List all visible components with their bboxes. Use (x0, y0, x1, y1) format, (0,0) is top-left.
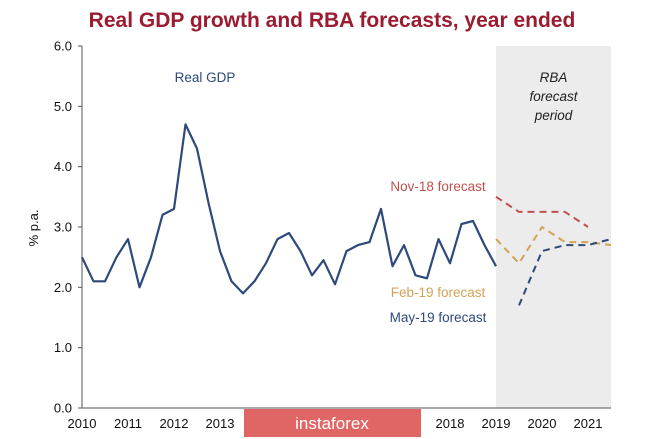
legend-label-feb19-forecast: Feb-19 forecast (391, 285, 486, 300)
y-axis-label: % p.a. (26, 210, 41, 247)
x-tick-label: 2018 (436, 416, 465, 431)
x-tick-label: 2011 (114, 416, 142, 431)
watermark-text: instaforex (295, 414, 369, 433)
y-tick-label: 3.0 (54, 220, 72, 235)
y-tick-label: 5.0 (54, 99, 72, 114)
y-tick-label: 2.0 (54, 280, 72, 295)
series-line-nov18-forecast (495, 195, 589, 228)
y-tick-label: 6.0 (54, 39, 72, 54)
y-axis: 0.0 1.0 2.0 3.0 4.0 5.0 6.0 (54, 39, 83, 416)
y-tick-label: 0.0 (54, 401, 72, 416)
y-tick-label: 1.0 (54, 340, 72, 355)
x-tick-label: 2012 (160, 416, 189, 431)
rba-forecast-label-line3: period (534, 108, 573, 123)
rba-forecast-label-line2: forecast (529, 89, 578, 104)
x-tick-label: 2020 (528, 416, 557, 431)
series-line-may19-forecast (518, 238, 612, 306)
x-axis: 2010 2011 2012 2013 2018 2019 2020 2021 (68, 407, 611, 431)
x-tick-label: 2010 (68, 416, 97, 431)
x-tick-label: 2021 (574, 416, 603, 431)
forecast-period-shading (496, 46, 611, 408)
legend-label-real-gdp: Real GDP (175, 70, 236, 85)
series-line-real-gdp (81, 123, 497, 295)
series-line-feb19-forecast (495, 226, 612, 265)
watermark-banner (244, 409, 421, 437)
legend-label-nov18-forecast: Nov-18 forecast (390, 179, 486, 194)
rba-forecast-label-line1: RBA (540, 70, 568, 85)
y-tick-label: 4.0 (54, 159, 72, 174)
x-tick-label: 2019 (482, 416, 511, 431)
chart-title: Real GDP growth and RBA forecasts, year … (89, 9, 576, 32)
legend-label-may19-forecast: May-19 forecast (390, 310, 487, 325)
x-tick-label: 2013 (206, 416, 235, 431)
